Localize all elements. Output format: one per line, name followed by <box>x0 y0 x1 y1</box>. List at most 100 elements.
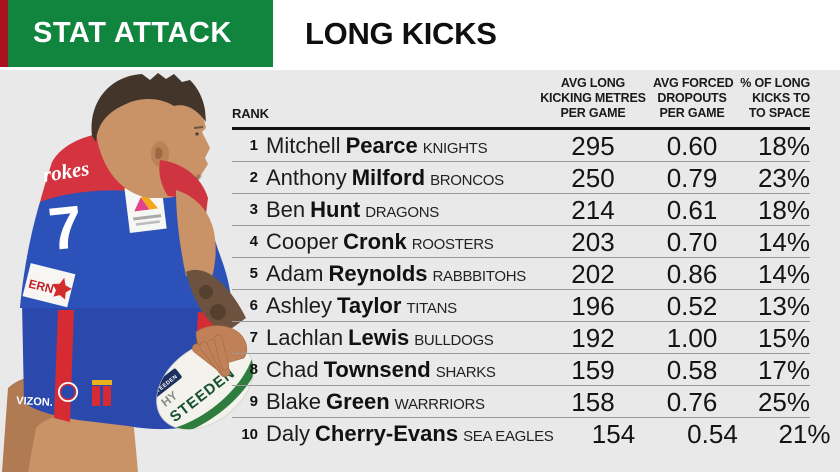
header-line: % OF LONG <box>740 76 810 90</box>
table-row: 7 Lachlan Lewis BULLDOGS 192 1.00 15% <box>232 322 810 354</box>
header-line: AVG LONG <box>560 76 626 90</box>
player-name-cell: Ashley Taylor TITANS <box>266 293 533 319</box>
dropouts-column-header: AVG FORCED DROPOUTS PER GAME <box>653 76 734 121</box>
player-name-cell: Adam Reynolds RABBBITOHS <box>266 261 533 287</box>
player-last-name: Cronk <box>343 228 407 254</box>
player-first-name: Cooper <box>266 228 339 254</box>
player-photo: VIZON. 7 rokes ISC ERN <box>0 70 256 472</box>
stats-table: RANK AVG LONG KICKING METRES PER GAME AV… <box>232 76 830 450</box>
table-row: 3 Ben Hunt DRAGONS 214 0.61 18% <box>232 194 810 226</box>
rank-cell: 9 <box>249 393 258 410</box>
rank-column-header: RANK <box>232 106 269 121</box>
rank-cell: 7 <box>249 329 258 346</box>
table-row: 1 Mitchell Pearce KNIGHTS 295 0.60 18% <box>232 130 810 162</box>
jersey-number: 7 <box>45 193 85 263</box>
pct-cell: 18% <box>757 130 810 161</box>
player-first-name: Chad <box>266 356 319 382</box>
player-last-name: Hunt <box>310 196 361 222</box>
dropouts-cell: 0.61 <box>666 194 718 225</box>
player-name-cell: Mitchell Pearce KNIGHTS <box>266 133 533 159</box>
header-line: PER GAME <box>659 106 725 120</box>
rank-cell: 6 <box>249 297 258 314</box>
rank-cell: 8 <box>249 361 258 378</box>
header-line: PER GAME <box>560 106 626 120</box>
metres-column-header: AVG LONG KICKING METRES PER GAME <box>533 76 653 121</box>
dropouts-cell: 0.79 <box>666 162 718 193</box>
player-last-name: Taylor <box>337 292 402 318</box>
page-title: LONG KICKS <box>305 16 497 51</box>
metres-cell: 158 <box>571 386 615 417</box>
player-eye <box>195 132 199 136</box>
player-last-name: Green <box>326 388 390 414</box>
player-name-cell: Anthony Milford BRONCOS <box>266 165 533 191</box>
player-last-name: Pearce <box>345 132 418 158</box>
player-first-name: Anthony <box>266 164 347 190</box>
player-team: WARRRIORS <box>394 395 485 413</box>
rank-cell: 10 <box>241 425 258 443</box>
player-first-name: Ashley <box>266 292 333 318</box>
knights-roundel-icon <box>59 383 77 401</box>
table-row: 5 Adam Reynolds RABBBITOHS 202 0.86 14% <box>232 258 810 290</box>
player-hair <box>91 73 206 142</box>
metres-cell: 250 <box>571 162 615 193</box>
dropouts-cell: 0.54 <box>687 419 738 449</box>
metres-cell: 159 <box>571 354 615 385</box>
table-body: 1 Mitchell Pearce KNIGHTS 295 0.60 18% 2 A… <box>232 130 830 450</box>
dropouts-cell: 0.60 <box>666 130 718 161</box>
table-row: 9 Blake Green WARRRIORS 158 0.76 25% <box>232 386 810 418</box>
metres-cell: 192 <box>571 322 615 353</box>
player-upper-arm <box>176 190 216 284</box>
player-team: SEA EAGLES <box>463 428 554 445</box>
player-last-name: Lewis <box>348 324 410 350</box>
brand-label: STAT ATTACK <box>33 17 232 49</box>
pct-cell: 13% <box>757 290 810 321</box>
metres-cell: 154 <box>591 419 636 449</box>
player-name-cell: Ben Hunt DRAGONS <box>266 197 533 223</box>
player-brow <box>193 126 204 129</box>
pct-cell: 14% <box>757 258 810 289</box>
player-team: SHARKS <box>435 363 496 381</box>
pct-cell: 21% <box>778 419 831 449</box>
player-team: TITANS <box>406 299 457 317</box>
player-first-name: Mitchell <box>266 132 341 158</box>
player-last-name: Cherry-Evans <box>315 421 459 446</box>
rank-cell: 2 <box>249 169 258 186</box>
player-team: RABBBITOHS <box>432 267 527 285</box>
dropouts-cell: 0.76 <box>666 386 718 417</box>
table-header: RANK AVG LONG KICKING METRES PER GAME AV… <box>232 76 810 130</box>
rank-cell: 4 <box>249 233 258 250</box>
player-team: ROOSTERS <box>411 235 494 253</box>
table-row: 6 Ashley Taylor TITANS 196 0.52 13% <box>232 290 810 322</box>
chest-patch: ERN <box>22 263 76 308</box>
metres-cell: 202 <box>571 258 615 289</box>
dropouts-cell: 1.00 <box>666 322 718 353</box>
pct-column-header: % OF LONG KICKS TO TO SPACE <box>731 76 810 121</box>
table-row: 2 Anthony Milford BRONCOS 250 0.79 23% <box>232 162 810 194</box>
pct-cell: 17% <box>757 354 810 385</box>
pct-cell: 25% <box>757 386 810 417</box>
table-row: 10 Daly Cherry-Evans SEA EAGLES 154 0.54 2… <box>232 418 830 450</box>
header-line: DROPOUTS <box>657 91 727 105</box>
rank-cell: 3 <box>249 201 258 218</box>
player-last-name: Reynolds <box>328 260 428 286</box>
player-name-cell: Blake Green WARRRIORS <box>266 389 533 415</box>
player-sleeve <box>159 160 208 214</box>
brand-stripe <box>0 0 8 67</box>
player-last-name: Milford <box>351 164 426 190</box>
dropouts-cell: 0.58 <box>666 354 718 385</box>
dropouts-cell: 0.52 <box>666 290 718 321</box>
player-tattoo-forearm <box>186 269 246 334</box>
header-line: KICKS TO <box>752 91 810 105</box>
player-first-name: Blake <box>266 388 322 414</box>
metres-cell: 203 <box>571 226 615 257</box>
player-hand <box>191 325 248 378</box>
player-name-cell: Chad Townsend SHARKS <box>266 357 533 383</box>
metres-cell: 214 <box>571 194 615 225</box>
player-first-name: Ben <box>266 196 306 222</box>
player-front-leg <box>28 412 138 472</box>
rank-cell: 1 <box>249 137 258 154</box>
player-name-cell: Lachlan Lewis BULLDOGS <box>266 325 533 351</box>
shorts-sponsor-label: VIZON. <box>16 395 53 409</box>
player-first-name: Lachlan <box>266 324 344 350</box>
